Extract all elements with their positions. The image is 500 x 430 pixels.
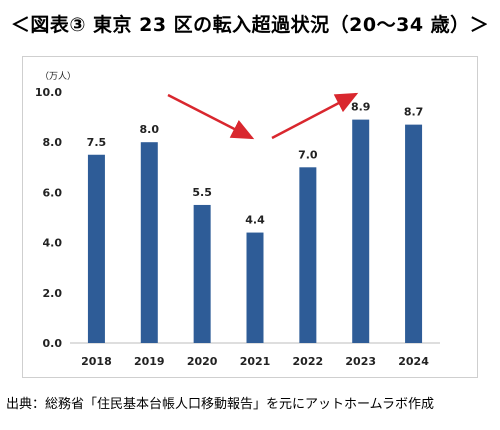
x-tick-label-2018: 2018 <box>81 355 112 368</box>
y-tick-label: 4.0 <box>43 237 63 250</box>
bar-2020 <box>193 204 211 343</box>
y-unit-label: （万人） <box>40 71 76 82</box>
value-label-2018: 7.5 <box>87 136 107 149</box>
y-tick-label: 0.0 <box>43 337 63 350</box>
x-tick-label-2023: 2023 <box>345 355 376 368</box>
chart-title: ＜図表③ 東京 23 区の転入超過状況（20～34 歳）＞ <box>10 14 490 36</box>
y-tick-label: 6.0 <box>43 186 63 199</box>
bar-2018 <box>87 154 105 343</box>
value-label-2022: 7.0 <box>298 148 318 161</box>
y-tick-label: 10.0 <box>35 86 62 99</box>
bar-2024 <box>405 124 423 343</box>
decline-arrow <box>167 93 255 140</box>
y-tick-label: 2.0 <box>43 287 63 300</box>
source-note: 出典：総務省「住民基本台帳人口移動報告」を元にアットホームラボ作成 <box>6 397 434 412</box>
bar-2019 <box>140 142 158 343</box>
value-label-2024: 8.7 <box>404 106 424 119</box>
rise-arrow <box>271 92 359 140</box>
x-tick-label-2021: 2021 <box>240 355 271 368</box>
value-label-2020: 5.5 <box>192 186 212 199</box>
x-tick-label-2024: 2024 <box>398 355 429 368</box>
x-tick-label-2022: 2022 <box>293 355 324 368</box>
bar-2021 <box>246 232 264 343</box>
bar-2022 <box>299 167 317 343</box>
x-tick-label-2020: 2020 <box>187 355 218 368</box>
bar-2023 <box>352 119 370 343</box>
y-tick-label: 8.0 <box>43 136 63 149</box>
value-label-2023: 8.9 <box>351 101 371 114</box>
x-tick-label-2019: 2019 <box>134 355 165 368</box>
value-label-2019: 8.0 <box>140 123 160 136</box>
value-label-2021: 4.4 <box>245 214 265 227</box>
